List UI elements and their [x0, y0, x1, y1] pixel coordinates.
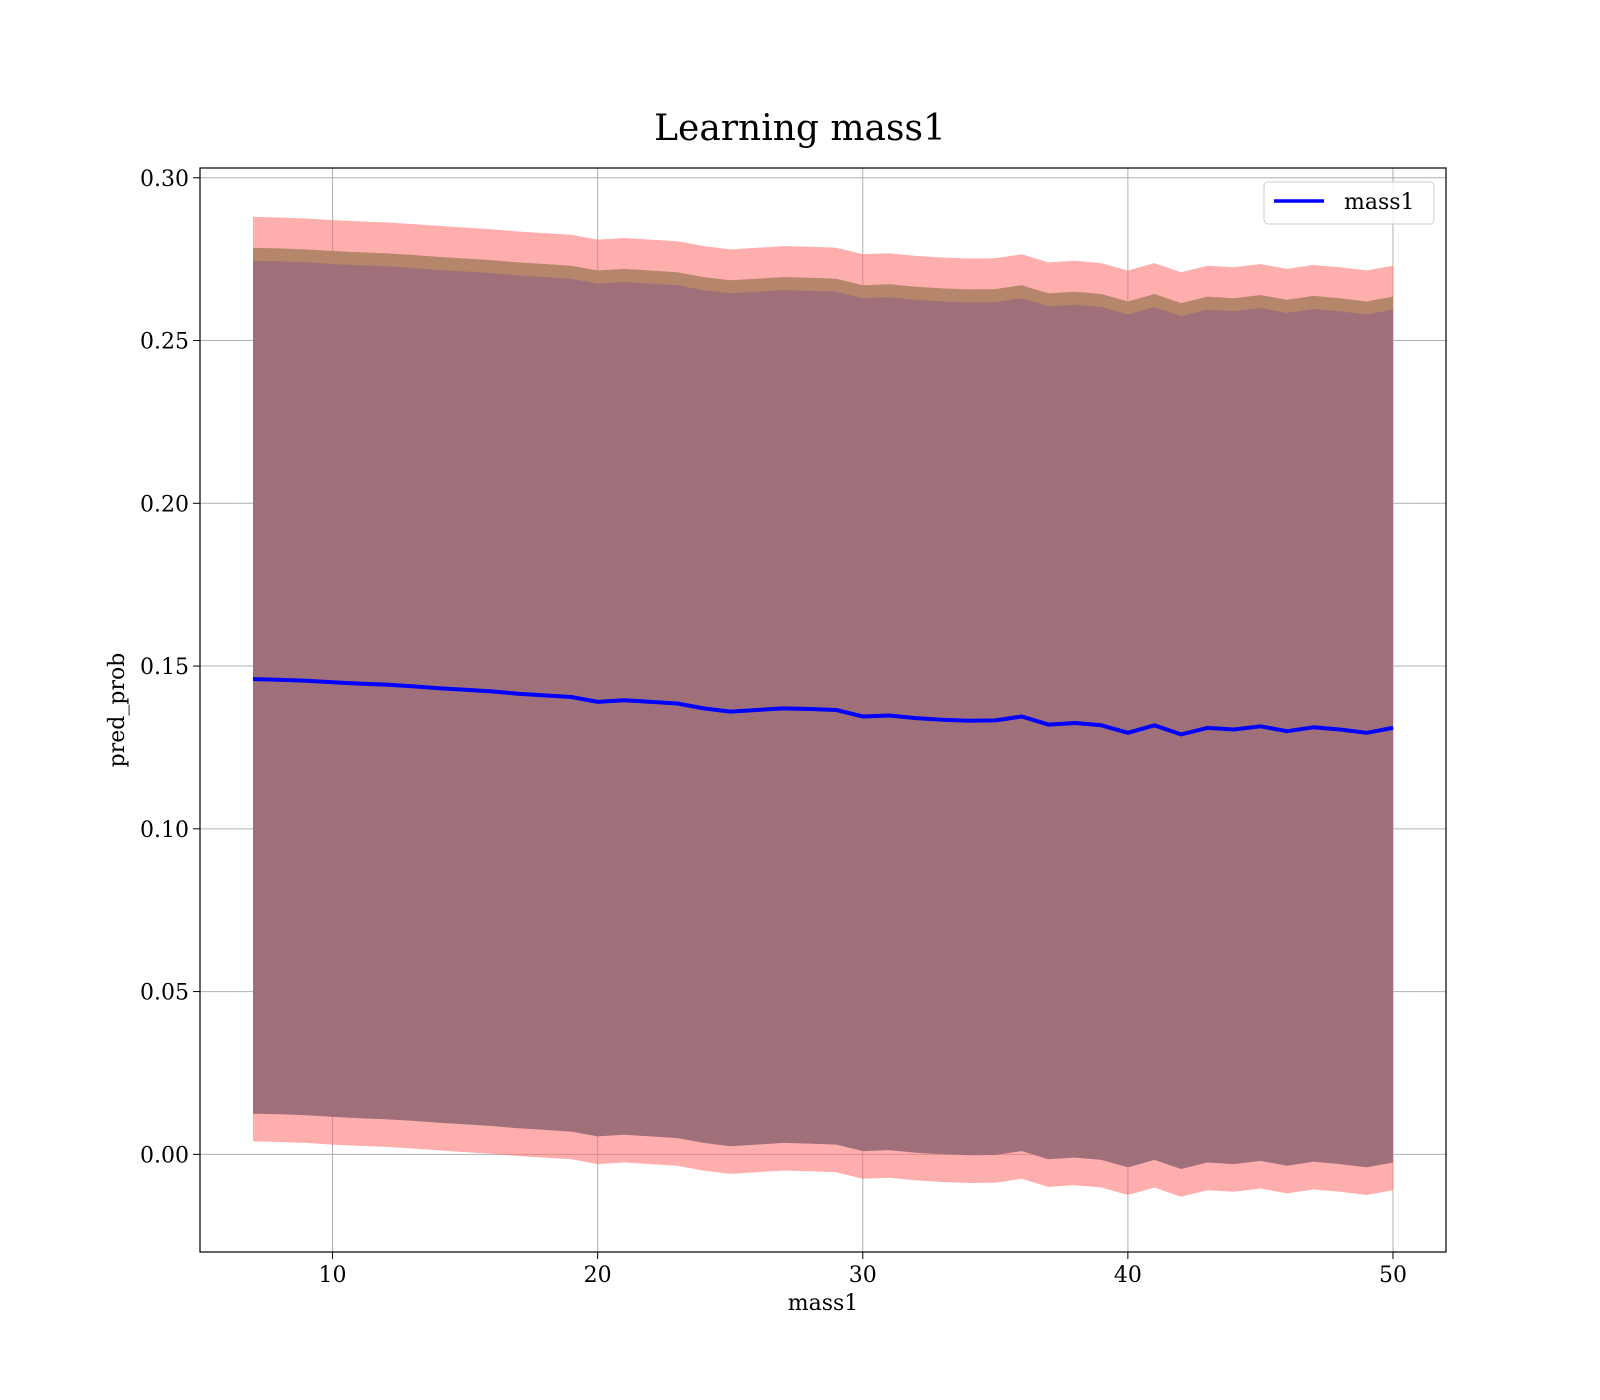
y-tick-label: 0.10	[140, 818, 189, 843]
y-tick-label: 0.20	[140, 492, 189, 517]
x-tick-label: 30	[849, 1263, 877, 1288]
x-tick-label: 20	[584, 1263, 612, 1288]
x-tick-label: 10	[319, 1263, 347, 1288]
chart-title: Learning mass1	[654, 108, 946, 149]
legend-entry-mass1: mass1	[1344, 190, 1415, 215]
x-tick-label: 50	[1379, 1263, 1407, 1288]
y-tick-label: 0.25	[140, 330, 189, 355]
y-tick-label: 0.15	[140, 655, 189, 680]
y-tick-label: 0.05	[140, 981, 189, 1006]
legend-box	[1263, 181, 1435, 225]
series-line-mass1	[252, 677, 1394, 737]
line-layer	[252, 677, 1394, 737]
x-axis: 10 20 30 40 50	[319, 1252, 1407, 1288]
legend: mass1	[1263, 181, 1435, 225]
x-axis-label: mass1	[788, 1291, 859, 1316]
band-layer	[253, 216, 1393, 1197]
plot-frame	[199, 167, 1447, 1253]
y-tick-label: 0.00	[140, 1143, 189, 1168]
y-tick-label: 0.30	[140, 167, 189, 192]
y-axis: 0.00 0.05 0.10 0.15 0.20 0.25 0.30	[140, 167, 200, 1168]
y-axis-label: pred_prob	[105, 653, 130, 768]
inner-band	[253, 260, 1393, 1169]
x-tick-label: 40	[1114, 1263, 1142, 1288]
